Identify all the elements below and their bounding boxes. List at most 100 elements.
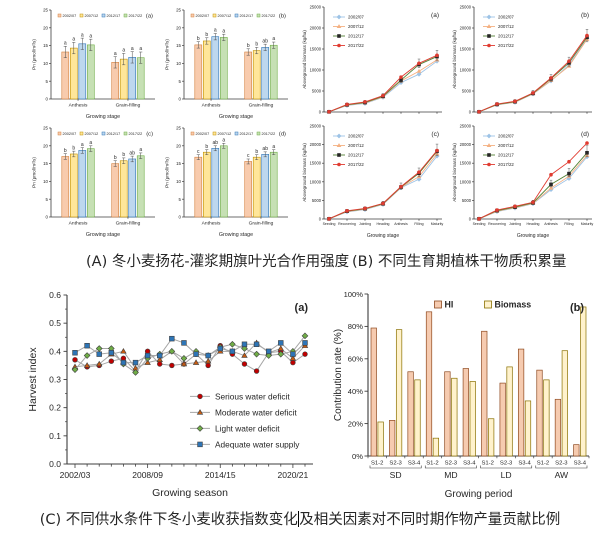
svg-text:a: a: [64, 41, 67, 47]
svg-text:a: a: [139, 46, 142, 52]
svg-text:2012/17: 2012/17: [348, 153, 364, 158]
svg-text:Growing season: Growing season: [152, 487, 228, 499]
svg-text:5: 5: [179, 197, 182, 202]
svg-text:2007/12: 2007/12: [348, 143, 364, 148]
svg-text:2017/22: 2017/22: [129, 132, 143, 136]
svg-text:25: 25: [176, 8, 181, 13]
svg-text:Jointing: Jointing: [509, 222, 521, 226]
svg-text:5: 5: [46, 79, 49, 84]
biomass-a-svg: 0 5000 10000 15000 20000 25000 2002/07 2007/12 2…: [302, 5, 442, 115]
svg-text:2012/17: 2012/17: [107, 132, 121, 136]
svg-text:b: b: [255, 42, 258, 48]
svg-text:60%: 60%: [348, 355, 363, 364]
svg-text:2007/12: 2007/12: [85, 132, 99, 136]
svg-text:Pn (μmol/m²/s): Pn (μmol/m²/s): [32, 157, 37, 188]
svg-text:2012/17: 2012/17: [498, 34, 514, 39]
svg-text:S2-3: S2-3: [445, 461, 458, 467]
svg-text:100%: 100%: [344, 290, 364, 299]
svg-text:25: 25: [43, 126, 48, 131]
svg-text:S1-2: S1-2: [481, 461, 493, 467]
svg-text:a: a: [89, 140, 92, 146]
harvest-index-svg: 0.0 0.1 0.2 0.3 0.4 0.5 0.6 2002/03 2008/09 2014/…: [27, 290, 313, 499]
svg-text:a: a: [272, 144, 275, 150]
svg-text:ab: ab: [129, 150, 135, 156]
svg-text:a: a: [131, 46, 134, 52]
svg-text:(a): (a): [431, 12, 439, 19]
svg-text:2012/17: 2012/17: [240, 132, 254, 136]
svg-text:20000: 20000: [310, 142, 322, 147]
svg-text:S3-4: S3-4: [574, 461, 587, 467]
svg-text:2007/12: 2007/12: [85, 14, 99, 18]
biomass-d-svg: 0 5000 10000 15000 20000 25000 Seeding Recoveri…: [452, 124, 593, 239]
svg-text:Serious water deficit: Serious water deficit: [215, 391, 290, 401]
svg-text:5000: 5000: [312, 198, 322, 203]
svg-text:Grain-filling: Grain-filling: [249, 103, 274, 109]
chart-biomass-a: 0 5000 10000 15000 20000 25000 2002/07 2007/12 2…: [300, 3, 448, 120]
svg-text:Anthesis: Anthesis: [202, 103, 221, 109]
svg-text:Grain-filling: Grain-filling: [116, 103, 141, 109]
svg-text:Growing stage: Growing stage: [219, 114, 253, 120]
svg-text:a: a: [222, 28, 225, 34]
svg-text:(b): (b): [570, 302, 584, 314]
svg-text:(c): (c): [146, 132, 153, 138]
svg-text:Light water deficit: Light water deficit: [215, 423, 280, 433]
biomass-c-svg: 0 5000 10000 15000 20000 25000 Seeding Recoveri…: [302, 124, 444, 239]
svg-text:AW: AW: [555, 470, 569, 480]
svg-text:5000: 5000: [312, 89, 322, 94]
caption-panel-b: (B) 不同生育期植株干物质积累量: [352, 254, 567, 270]
svg-text:Recovering: Recovering: [488, 222, 506, 226]
chart-photosynthesis-b: 0 5 10 15 20 25 b b a a Anthesis b b ab a Grain-filling…: [163, 6, 292, 120]
svg-text:Pn (μmol/m²/s): Pn (μmol/m²/s): [165, 39, 170, 70]
svg-text:2002/07: 2002/07: [63, 14, 77, 18]
caption-panel-c: (C) 不同供水条件下冬小麦收获指数变化 及相关因素对不同时期作物产量贡献比例: [0, 508, 600, 529]
svg-text:0.1: 0.1: [49, 431, 61, 441]
svg-text:ab: ab: [213, 140, 219, 146]
svg-text:Growing stage: Growing stage: [517, 233, 549, 239]
biomass-b-svg: 0 5000 10000 15000 20000 25000 2002/07 2007/12 2…: [452, 5, 592, 115]
svg-text:Heading: Heading: [376, 222, 389, 226]
svg-text:25000: 25000: [310, 124, 322, 129]
svg-text:2007/12: 2007/12: [348, 24, 364, 29]
svg-text:S3-4: S3-4: [408, 461, 421, 467]
svg-text:Aboveground biomass (kg/ha): Aboveground biomass (kg/ha): [302, 143, 307, 202]
svg-text:0.0: 0.0: [49, 459, 61, 469]
svg-text:S3-4: S3-4: [518, 461, 531, 467]
svg-text:b: b: [122, 152, 125, 158]
svg-text:15000: 15000: [310, 161, 322, 166]
svg-text:80%: 80%: [348, 322, 363, 331]
svg-text:Maturity: Maturity: [431, 222, 444, 226]
svg-text:2002/07: 2002/07: [348, 134, 364, 139]
svg-text:2012/17: 2012/17: [240, 14, 254, 18]
contribution-rate-svg: 0% 20% 40% 60% 80% 100% S1-2 S2-3 S3-4 S1-2 S2-3 S3…: [333, 290, 590, 500]
svg-text:a: a: [89, 33, 92, 39]
svg-text:Anthesis: Anthesis: [544, 222, 558, 226]
svg-text:5: 5: [46, 197, 49, 202]
chart-biomass-d: 0 5000 10000 15000 20000 25000 Seeding Recoveri…: [450, 122, 598, 239]
svg-text:2020/21: 2020/21: [278, 470, 309, 480]
svg-text:Growing period: Growing period: [445, 489, 513, 500]
svg-text:c: c: [197, 149, 200, 155]
svg-text:Harvest index: Harvest index: [27, 347, 39, 412]
svg-text:S1-2: S1-2: [537, 461, 549, 467]
svg-text:a: a: [139, 147, 142, 153]
svg-text:Aboveground biomass (kg/ha): Aboveground biomass (kg/ha): [452, 143, 457, 202]
svg-text:a: a: [272, 36, 275, 42]
chart-biomass-c: 0 5000 10000 15000 20000 25000 Seeding Recoveri…: [300, 122, 448, 239]
svg-text:0: 0: [469, 110, 472, 115]
svg-text:2014/15: 2014/15: [205, 470, 236, 480]
svg-text:b: b: [205, 32, 208, 38]
chart-harvest-index: 0.0 0.1 0.2 0.3 0.4 0.5 0.6 2002/03 2008/09 2014/…: [24, 288, 322, 502]
svg-text:25: 25: [43, 8, 48, 13]
svg-text:0.5: 0.5: [49, 318, 61, 328]
svg-text:25000: 25000: [460, 5, 472, 10]
svg-text:2007/12: 2007/12: [498, 143, 514, 148]
svg-text:Growing stage: Growing stage: [86, 114, 120, 120]
svg-text:Recovering: Recovering: [338, 222, 356, 226]
svg-text:0.6: 0.6: [49, 290, 61, 300]
svg-text:20: 20: [43, 143, 48, 148]
chart-photosynthesis-a: 0 5 10 15 20 25 a a a a Anthesis a a a a Grain-filling G…: [30, 6, 159, 120]
svg-text:b: b: [64, 148, 67, 154]
